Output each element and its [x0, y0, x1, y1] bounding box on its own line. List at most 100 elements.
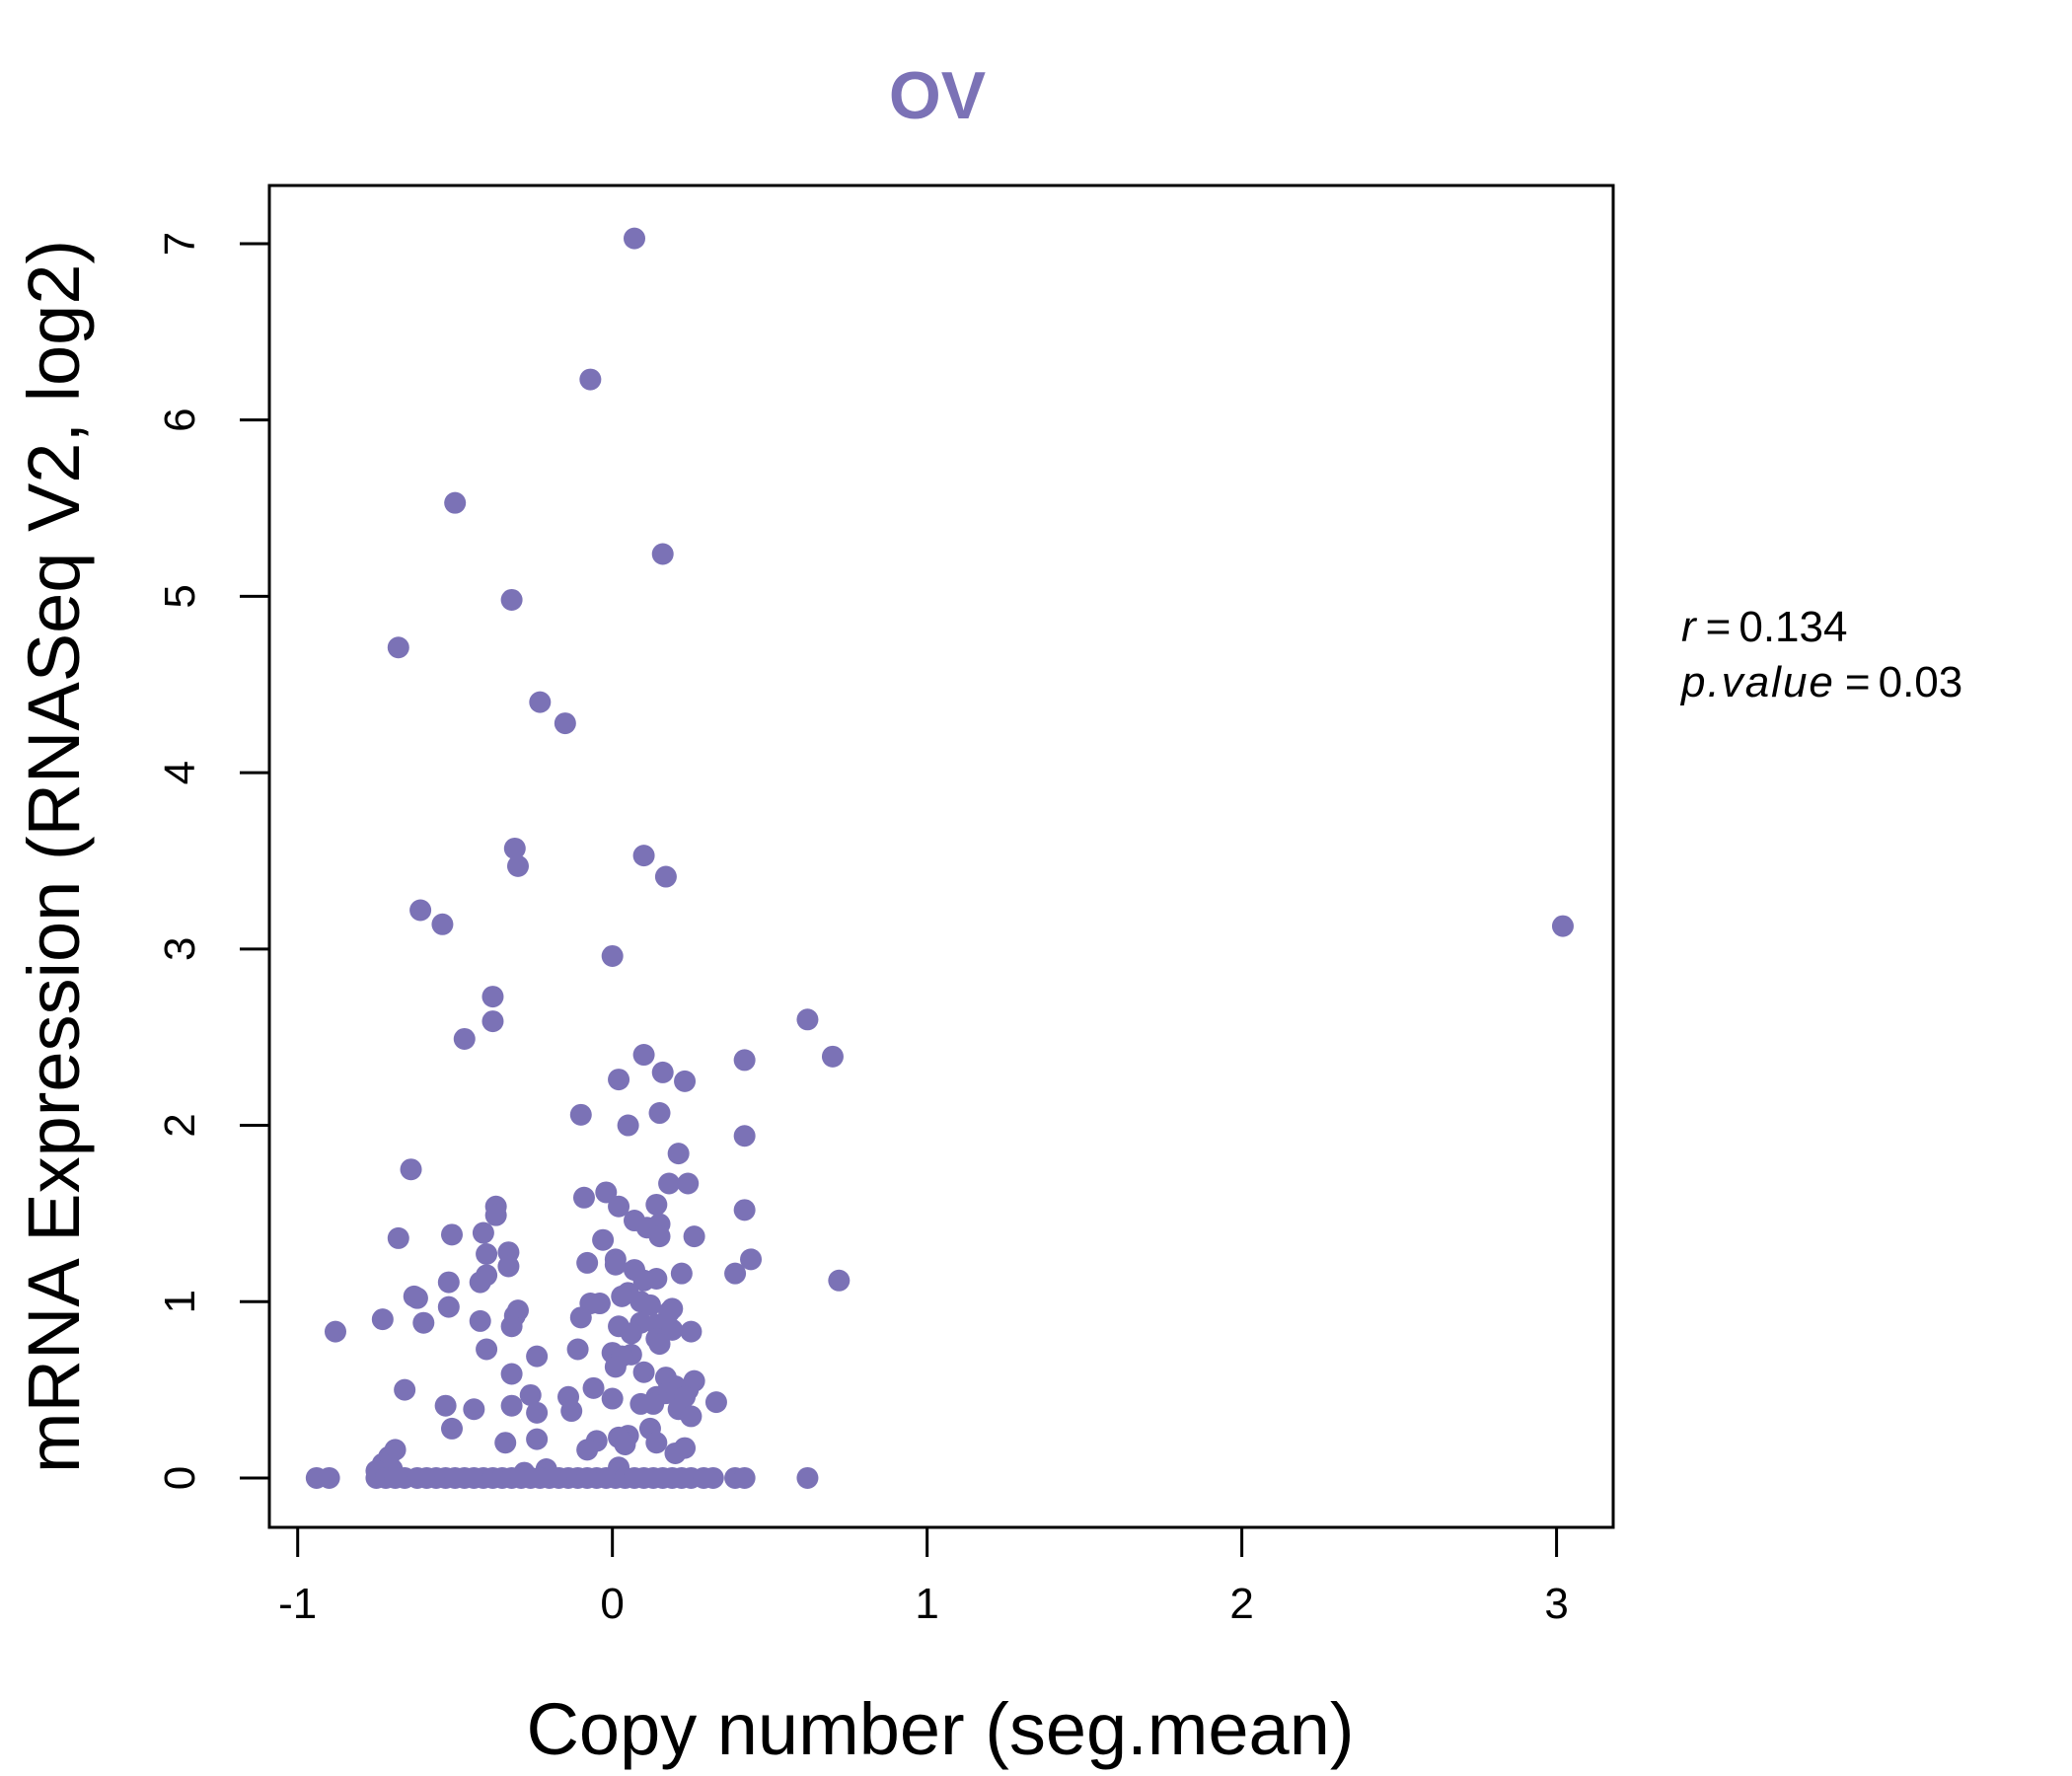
data-point	[648, 1225, 671, 1248]
data-point	[733, 1049, 756, 1072]
data-point	[677, 1172, 700, 1195]
data-point	[576, 1251, 599, 1274]
data-point	[592, 1228, 615, 1251]
r-statistic: r = 0.134	[1681, 603, 1847, 651]
data-point	[670, 1262, 693, 1285]
data-point	[406, 1287, 428, 1309]
y-axis: 0 1 2 3 4 5 6 7	[156, 232, 269, 1490]
data-point	[554, 712, 576, 735]
data-point	[651, 543, 674, 565]
data-point	[702, 1466, 724, 1489]
data-point	[620, 1322, 642, 1345]
data-point	[704, 1391, 727, 1414]
data-point	[796, 1008, 819, 1031]
data-point	[680, 1405, 703, 1428]
data-point	[608, 1195, 630, 1218]
data-point	[469, 1271, 491, 1294]
data-point	[469, 1309, 491, 1332]
data-point	[724, 1262, 747, 1285]
data-point	[409, 899, 432, 922]
correlation-stats: r = 0.134 p.value = 0.03	[1679, 603, 1962, 706]
data-point	[579, 368, 602, 391]
data-point	[588, 1293, 611, 1315]
data-point	[632, 1269, 655, 1292]
data-point	[500, 1363, 523, 1385]
data-point	[733, 1466, 756, 1489]
data-point	[497, 1255, 520, 1278]
data-point	[796, 1466, 819, 1489]
data-point	[434, 1394, 457, 1417]
data-point	[680, 1320, 703, 1343]
data-point	[645, 1432, 668, 1454]
data-point	[654, 865, 677, 888]
data-point	[821, 1045, 844, 1068]
data-points	[305, 227, 1574, 1489]
data-point	[733, 1125, 756, 1147]
p-value: 0.03	[1879, 658, 1963, 706]
data-point	[441, 1223, 464, 1246]
data-point	[658, 1172, 681, 1195]
data-point	[560, 1400, 583, 1423]
data-point	[667, 1143, 690, 1165]
data-point	[569, 1103, 592, 1126]
data-point	[1551, 915, 1574, 937]
data-point	[569, 1306, 592, 1329]
data-point	[453, 1027, 476, 1050]
data-point	[494, 1432, 517, 1454]
data-point	[733, 1199, 756, 1221]
data-point	[437, 1271, 460, 1294]
data-point	[506, 854, 529, 877]
data-point	[828, 1269, 851, 1292]
data-point	[582, 1376, 605, 1399]
data-point	[412, 1311, 435, 1334]
data-point	[595, 1181, 618, 1204]
data-point	[503, 837, 526, 859]
x-tick-label: -1	[278, 1580, 317, 1628]
y-tick-label: 4	[156, 761, 204, 784]
y-tick-label: 5	[156, 584, 204, 608]
data-point	[529, 691, 552, 713]
x-tick-label: 1	[915, 1580, 938, 1628]
data-point	[481, 986, 504, 1008]
data-point	[614, 1434, 636, 1456]
data-point	[500, 588, 523, 611]
y-tick-label: 3	[156, 937, 204, 961]
data-point	[651, 1061, 674, 1083]
data-point	[481, 1010, 504, 1033]
data-point	[324, 1320, 346, 1343]
p-statistic: p.value = 0.03	[1679, 658, 1962, 706]
x-tick-label: 2	[1229, 1580, 1253, 1628]
data-point	[472, 1221, 494, 1244]
data-point	[526, 1345, 549, 1368]
data-point	[638, 1294, 661, 1316]
data-point	[572, 1186, 595, 1209]
x-axis: -1 0 1 2 3	[278, 1525, 1569, 1628]
chart-title: OV	[889, 58, 986, 133]
y-tick-label: 2	[156, 1113, 204, 1137]
r-value: 0.134	[1739, 603, 1847, 651]
data-point	[576, 1439, 599, 1461]
data-point	[601, 1387, 624, 1410]
data-point	[519, 1383, 542, 1406]
data-point	[526, 1428, 549, 1450]
y-tick-label: 7	[156, 232, 204, 256]
data-point	[648, 1102, 671, 1125]
data-point	[400, 1158, 422, 1181]
x-axis-label: Copy number (seg.mean)	[526, 1688, 1354, 1770]
data-point	[632, 1361, 655, 1383]
y-tick-label: 6	[156, 407, 204, 431]
x-tick-label: 3	[1544, 1580, 1568, 1628]
data-point	[526, 1401, 549, 1424]
data-point	[617, 1114, 639, 1137]
data-point	[601, 944, 624, 967]
data-point	[476, 1338, 498, 1361]
data-point	[683, 1225, 705, 1248]
data-point	[648, 1333, 671, 1356]
data-point	[476, 1242, 498, 1265]
data-point	[674, 1070, 697, 1092]
data-point	[604, 1253, 627, 1276]
data-point	[624, 227, 646, 250]
data-point	[431, 913, 454, 935]
data-point	[371, 1308, 394, 1331]
